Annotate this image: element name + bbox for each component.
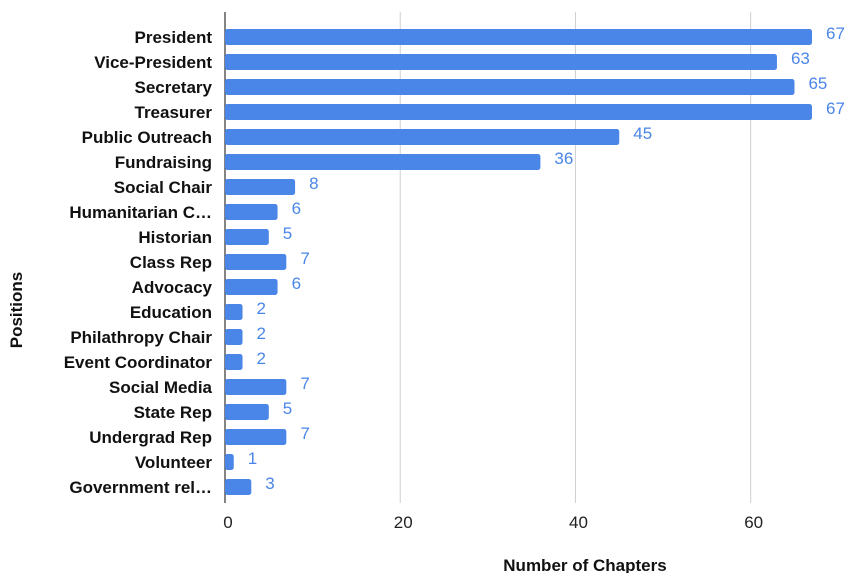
- bar: [225, 229, 269, 245]
- value-label: 2: [257, 349, 266, 368]
- category-label: Fundraising: [115, 153, 212, 172]
- y-axis-title: Positions: [7, 272, 26, 349]
- bar: [225, 79, 795, 95]
- value-label: 7: [300, 374, 309, 393]
- x-tick-label: 60: [744, 513, 763, 532]
- category-label: Volunteer: [135, 453, 213, 472]
- category-label: Education: [130, 303, 212, 322]
- value-label: 6: [292, 274, 301, 293]
- category-label: State Rep: [134, 403, 212, 422]
- value-label: 6: [292, 199, 301, 218]
- x-tick-label: 40: [569, 513, 588, 532]
- category-label: Government rel…: [69, 478, 212, 497]
- x-tick-labels: 0 20 40 60: [223, 513, 763, 532]
- bar: [225, 104, 812, 120]
- bar: [225, 354, 243, 370]
- category-label: Historian: [138, 228, 212, 247]
- category-labels: President Vice-President Secretary Treasure…: [64, 28, 213, 497]
- x-tick-label: 20: [394, 513, 413, 532]
- bar: [225, 279, 278, 295]
- bar: [225, 479, 252, 495]
- value-label: 1: [248, 449, 257, 468]
- value-label: 45: [633, 124, 652, 143]
- bar: [225, 379, 287, 395]
- category-label: Social Media: [109, 378, 213, 397]
- value-label: 36: [554, 149, 573, 168]
- value-label: 5: [283, 224, 292, 243]
- value-label: 2: [257, 324, 266, 343]
- category-label: Treasurer: [135, 103, 213, 122]
- value-label: 7: [300, 424, 309, 443]
- category-label: Philathropy Chair: [70, 328, 212, 347]
- category-label: Public Outreach: [82, 128, 212, 147]
- category-label: Class Rep: [130, 253, 212, 272]
- category-label: President: [135, 28, 213, 47]
- category-label: Humanitarian C…: [69, 203, 212, 222]
- value-label: 8: [309, 174, 318, 193]
- category-label: Secretary: [134, 78, 212, 97]
- bar: [225, 129, 620, 145]
- bar: [225, 154, 541, 170]
- value-label: 63: [791, 49, 810, 68]
- bar: [225, 329, 243, 345]
- bars: [225, 29, 812, 495]
- bar: [225, 304, 243, 320]
- value-label: 7: [300, 249, 309, 268]
- category-label: Undergrad Rep: [89, 428, 212, 447]
- bar: [225, 54, 777, 70]
- x-axis-title: Number of Chapters: [503, 556, 666, 573]
- bar: [225, 179, 296, 195]
- category-label: Social Chair: [114, 178, 213, 197]
- bar: [225, 429, 287, 445]
- category-label: Vice-President: [94, 53, 212, 72]
- bar: [225, 29, 812, 45]
- category-label: Advocacy: [132, 278, 213, 297]
- category-label: Event Coordinator: [64, 353, 213, 372]
- value-label: 3: [265, 474, 274, 493]
- bar: [225, 204, 278, 220]
- value-label: 2: [257, 299, 266, 318]
- value-label: 5: [283, 399, 292, 418]
- bar: [225, 454, 234, 470]
- value-label: 67: [826, 99, 845, 118]
- bar: [225, 254, 287, 270]
- value-label: 65: [808, 74, 827, 93]
- x-tick-label: 0: [223, 513, 232, 532]
- bar: [225, 404, 269, 420]
- value-label: 67: [826, 24, 845, 43]
